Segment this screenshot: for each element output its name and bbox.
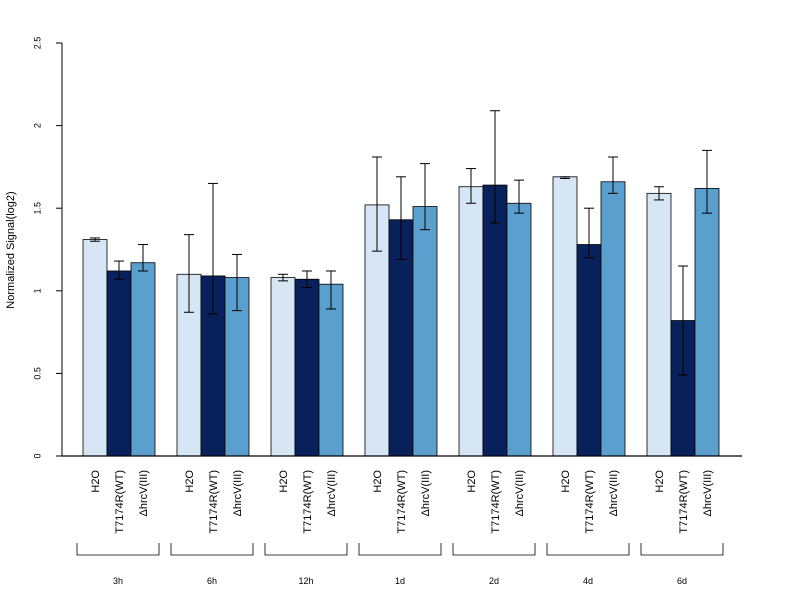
category-label: T7174R(WT): [490, 470, 502, 534]
bar: [130, 262, 156, 457]
category-label: T7174R(WT): [584, 470, 596, 534]
category-labels: H2O T7174R(WT) ΔhrcV(III) H2O T7174R(WT) Δhrc…: [90, 470, 714, 534]
group-bracket: [640, 543, 724, 556]
y-tick-label: 2: [32, 123, 42, 128]
bar: [412, 206, 438, 457]
bar: [646, 192, 672, 457]
category-label: T7174R(WT): [396, 470, 408, 534]
category-label: ΔhrcV(III): [232, 470, 244, 516]
group-brackets: 3h 6h 12h 1d 2d 4d 6d: [76, 543, 724, 586]
bar: [294, 278, 320, 457]
group-label: 12h: [298, 576, 313, 586]
error-bars-layer: [90, 110, 712, 376]
y-tick-label: 2.5: [32, 37, 42, 50]
category-label: H2O: [184, 470, 196, 493]
group-label: 3h: [113, 576, 123, 586]
y-axis: 0 0.5 1 1.5 2 2.5: [32, 37, 63, 459]
category-label: ΔhrcV(III): [702, 470, 714, 516]
bar: [576, 244, 602, 457]
bar: [694, 187, 720, 457]
group-label: 1d: [395, 576, 405, 586]
group-label: 6d: [677, 576, 687, 586]
bar: [482, 184, 508, 457]
y-tick-label: 1: [32, 288, 42, 293]
category-label: T7174R(WT): [114, 470, 126, 534]
category-label: H2O: [372, 470, 384, 493]
group-label: 6h: [207, 576, 217, 586]
y-tick-label: 1.5: [32, 202, 42, 215]
group-bracket: [358, 543, 442, 556]
group-bracket: [170, 543, 254, 556]
category-label: H2O: [466, 470, 478, 493]
category-label: H2O: [654, 470, 666, 493]
bar: [270, 277, 296, 457]
group-bracket: [76, 543, 160, 556]
bar: [552, 176, 578, 457]
category-label: ΔhrcV(III): [138, 470, 150, 516]
bar: [506, 202, 532, 457]
group-bracket: [264, 543, 348, 556]
category-label: H2O: [278, 470, 290, 493]
bar: [318, 283, 344, 457]
bar: [600, 181, 626, 457]
category-label: ΔhrcV(III): [326, 470, 338, 516]
bar: [82, 239, 108, 457]
category-label: H2O: [90, 470, 102, 493]
y-tick-label: 0: [32, 453, 42, 458]
category-label: ΔhrcV(III): [608, 470, 620, 516]
y-axis-title: Normalized Signal(log2): [5, 191, 17, 308]
group-bracket: [546, 543, 630, 556]
category-label: T7174R(WT): [678, 470, 690, 534]
category-label: T7174R(WT): [208, 470, 220, 534]
category-label: H2O: [560, 470, 572, 493]
category-label: ΔhrcV(III): [514, 470, 526, 516]
category-label: ΔhrcV(III): [420, 470, 432, 516]
y-tick-label: 0.5: [32, 367, 42, 380]
group-bracket: [452, 543, 536, 556]
category-label: T7174R(WT): [302, 470, 314, 534]
group-label: 2d: [489, 576, 499, 586]
bars-layer: [82, 176, 720, 457]
bar: [458, 186, 484, 457]
group-label: 4d: [583, 576, 593, 586]
bar: [106, 270, 132, 457]
